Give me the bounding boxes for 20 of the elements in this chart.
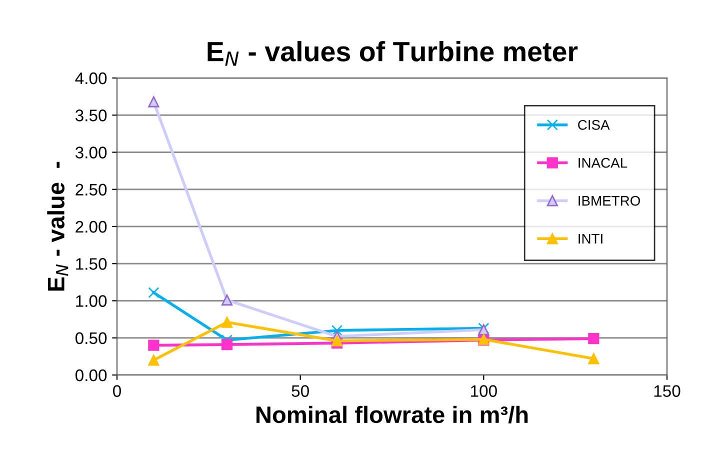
legend-label: INACAL: [578, 158, 628, 168]
y-tick-label: 1.00: [76, 295, 107, 307]
legend-label: CISA: [578, 120, 610, 130]
chart-title: E$_{N}$ - values of Turbine meter: [208, 41, 578, 66]
y-tick-label: 3.50: [75, 110, 107, 122]
x-tick-label: 50: [292, 385, 309, 397]
y-tick-label: 4.00: [75, 72, 107, 84]
y-tick-label: 2.50: [76, 184, 107, 196]
y-tick-label: 3.00: [75, 146, 107, 158]
x-tick-label: 0: [113, 385, 121, 397]
y-tick-label: 1.50: [76, 258, 107, 270]
x-tick-label: 100: [471, 385, 497, 397]
legend-label: IBMETRO: [578, 196, 640, 206]
y-tick-label: 2.00: [76, 220, 107, 233]
y-axis-title: E$_{N}$ - value -: [47, 162, 68, 291]
y-tick-label: 0.00: [75, 369, 107, 382]
x-axis-title: Nominal flowrate in m³/h: [256, 406, 528, 424]
x-tick-label: 150: [654, 385, 680, 397]
y-tick-label: 0.50: [75, 332, 107, 344]
legend-label: INTI: [578, 234, 602, 244]
